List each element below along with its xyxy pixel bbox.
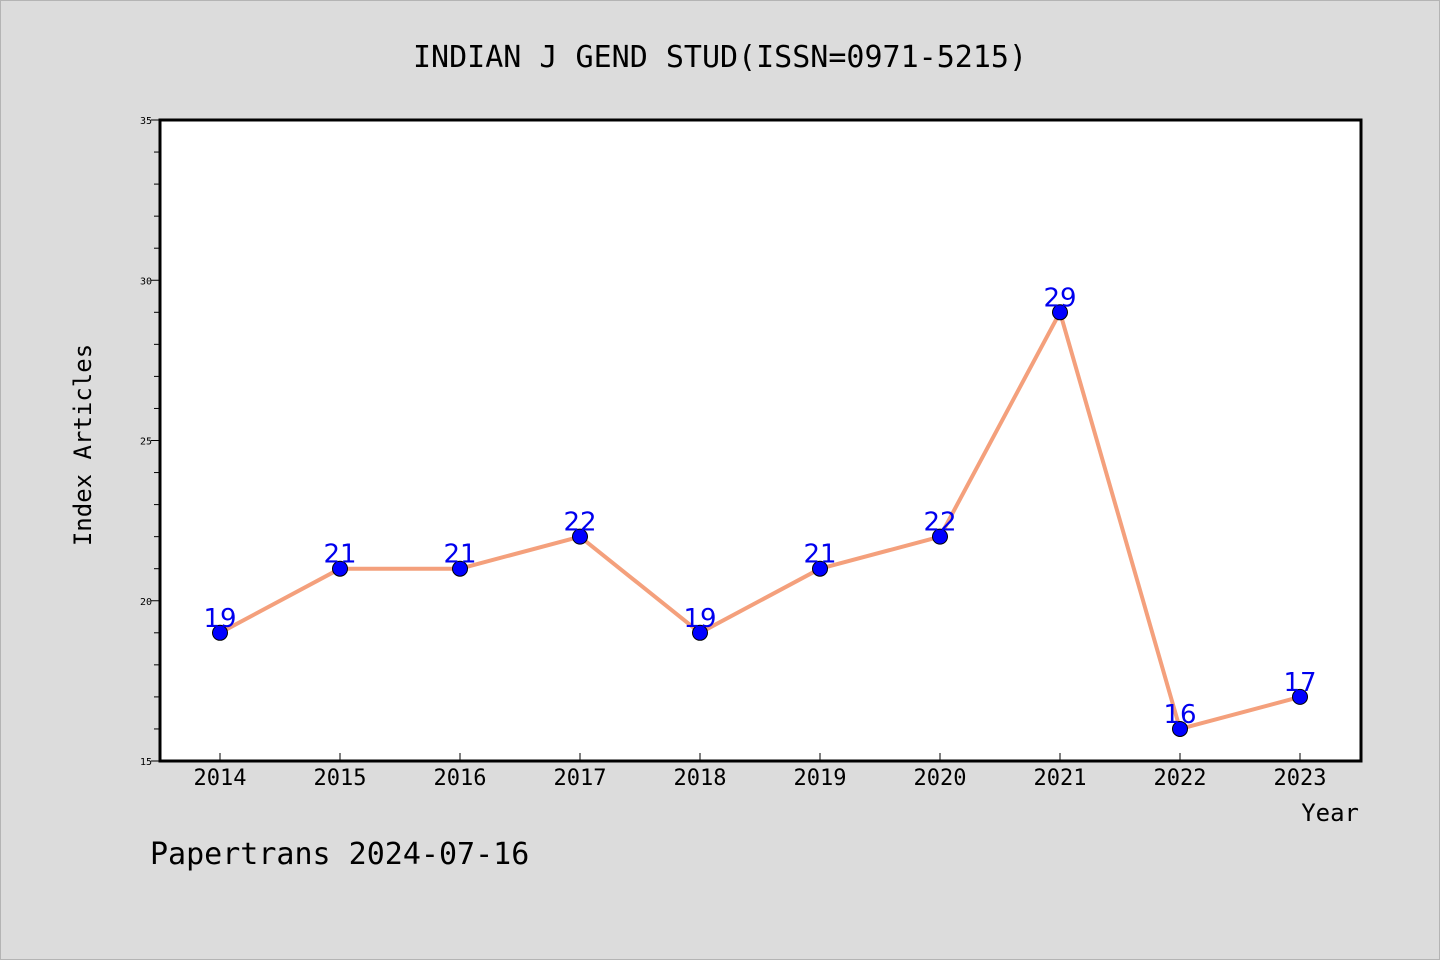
x-tick-label: 2022 — [1154, 766, 1207, 791]
data-point — [1172, 720, 1188, 737]
y-tick-label: 15 — [140, 757, 152, 768]
x-tick-label: 2023 — [1274, 766, 1327, 791]
data-label: 16 — [1163, 700, 1196, 730]
data-label: 21 — [443, 540, 476, 570]
x-tick-label: 2014 — [194, 766, 247, 791]
x-axis: 2014 2015 2016 2017 2018 2019 2020 2021 2022 2023 — [194, 753, 1327, 791]
x-tick-label: 2018 — [674, 766, 727, 791]
series-layer: 19 21 21 22 19 21 22 29 16 17 — [203, 283, 1317, 737]
data-point — [212, 624, 228, 641]
data-point — [572, 528, 588, 545]
chart-title: INDIAN J GEND STUD(ISSN=0971-5215) — [413, 40, 1027, 75]
y-tick-label: 35 — [140, 116, 152, 127]
data-point — [332, 560, 348, 577]
x-tick-label: 2019 — [794, 766, 847, 791]
x-tick-label: 2020 — [914, 766, 967, 791]
data-point — [812, 560, 828, 577]
data-label: 29 — [1043, 283, 1076, 313]
x-tick-label: 2015 — [314, 766, 367, 791]
data-label: 21 — [323, 540, 356, 570]
y-axis: 15 20 25 30 35 — [140, 116, 160, 768]
x-tick-label: 2017 — [554, 766, 607, 791]
data-label: 22 — [923, 508, 956, 538]
data-point — [692, 624, 708, 641]
x-axis-label: Year — [1301, 799, 1359, 827]
y-axis-label: Index Articles — [69, 344, 97, 546]
y-tick-label: 25 — [140, 437, 152, 448]
data-label: 22 — [563, 508, 596, 538]
data-point — [932, 528, 948, 545]
data-point — [452, 560, 468, 577]
data-point — [1292, 688, 1308, 705]
data-label: 19 — [203, 604, 236, 634]
data-point — [1052, 304, 1068, 321]
data-label: 17 — [1283, 668, 1316, 698]
footer-stamp: Papertrans 2024-07-16 — [150, 837, 529, 872]
data-label: 19 — [683, 604, 716, 634]
x-tick-label: 2016 — [434, 766, 487, 791]
y-tick-label: 20 — [140, 597, 152, 608]
x-tick-label: 2021 — [1034, 766, 1087, 791]
series-line — [219, 310, 1301, 731]
y-tick-label: 30 — [140, 276, 152, 287]
data-label: 21 — [803, 540, 836, 570]
plot-area — [158, 118, 1363, 763]
